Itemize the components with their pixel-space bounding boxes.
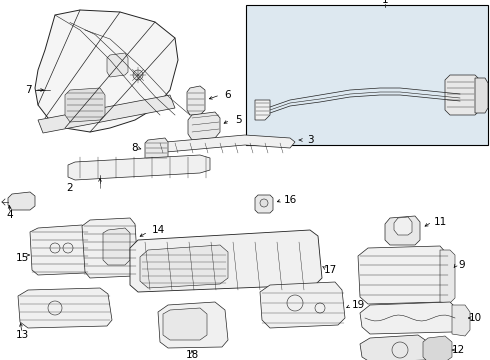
Text: 1: 1 <box>382 0 388 5</box>
Polygon shape <box>360 335 432 360</box>
Polygon shape <box>158 302 228 348</box>
Text: 11: 11 <box>433 217 446 227</box>
Text: 6: 6 <box>225 90 231 100</box>
Polygon shape <box>38 95 175 133</box>
Polygon shape <box>35 10 178 132</box>
Text: 14: 14 <box>151 225 165 235</box>
Text: 17: 17 <box>323 265 337 275</box>
Text: 18: 18 <box>185 350 198 360</box>
Circle shape <box>133 70 143 80</box>
Text: 8: 8 <box>132 143 138 153</box>
Text: 7: 7 <box>24 85 31 95</box>
Polygon shape <box>385 216 420 245</box>
Text: 5: 5 <box>235 115 241 125</box>
Polygon shape <box>140 245 228 288</box>
Circle shape <box>260 199 268 207</box>
Polygon shape <box>82 218 138 278</box>
Bar <box>246 5 488 145</box>
Polygon shape <box>18 288 112 328</box>
Polygon shape <box>65 88 105 122</box>
Text: 19: 19 <box>351 300 365 310</box>
Polygon shape <box>475 78 488 113</box>
Polygon shape <box>103 228 130 265</box>
Polygon shape <box>255 100 270 120</box>
Text: 10: 10 <box>468 313 482 323</box>
Polygon shape <box>107 53 128 77</box>
Polygon shape <box>145 138 168 162</box>
Polygon shape <box>8 192 35 210</box>
Polygon shape <box>452 305 470 336</box>
Polygon shape <box>360 302 460 334</box>
Text: 3: 3 <box>307 135 313 145</box>
Polygon shape <box>255 195 273 213</box>
Text: 16: 16 <box>283 195 296 205</box>
Polygon shape <box>423 336 452 360</box>
Polygon shape <box>163 308 207 340</box>
Polygon shape <box>187 86 205 115</box>
Text: 9: 9 <box>459 260 466 270</box>
Text: 4: 4 <box>7 210 13 220</box>
Polygon shape <box>260 282 345 328</box>
Polygon shape <box>188 112 220 140</box>
Polygon shape <box>30 225 90 275</box>
Text: 2: 2 <box>67 183 74 193</box>
Polygon shape <box>440 250 455 303</box>
Polygon shape <box>155 135 295 153</box>
Polygon shape <box>130 230 322 292</box>
Polygon shape <box>68 155 210 180</box>
Text: 15: 15 <box>15 253 28 263</box>
Polygon shape <box>394 217 412 235</box>
Text: 12: 12 <box>451 345 465 355</box>
Text: 13: 13 <box>15 330 28 340</box>
Polygon shape <box>445 75 480 115</box>
Polygon shape <box>358 246 450 304</box>
